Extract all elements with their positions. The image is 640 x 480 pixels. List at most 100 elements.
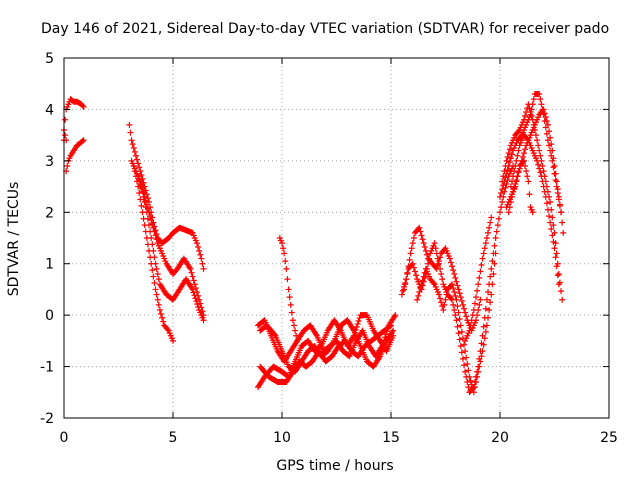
data-point-marker (79, 102, 86, 109)
data-point-marker (468, 317, 475, 324)
data-point-marker (419, 277, 426, 284)
data-point-marker (280, 245, 287, 252)
data-point-marker (457, 322, 464, 329)
data-point-marker (481, 335, 488, 342)
data-point-marker (522, 163, 529, 169)
data-point-marker (459, 355, 466, 362)
data-point-marker (477, 358, 484, 365)
data-point-marker (446, 255, 453, 262)
data-point-marker (420, 240, 427, 247)
data-point-marker (196, 247, 203, 254)
data-point-marker (559, 219, 566, 226)
data-point-marker (476, 301, 483, 308)
data-point-marker (137, 181, 144, 187)
data-point-marker (454, 323, 461, 330)
data-point-marker (560, 229, 567, 236)
y-tick-label: 2 (45, 205, 54, 221)
data-point-marker (147, 228, 154, 235)
data-point-marker (451, 271, 458, 277)
data-point-marker (159, 314, 166, 321)
data-point-marker (401, 286, 408, 293)
data-point-marker (524, 136, 531, 142)
data-point-marker (136, 164, 143, 171)
data-point-marker (126, 121, 133, 128)
data-point-marker (409, 260, 416, 267)
data-point-marker (153, 265, 160, 272)
data-point-marker (149, 220, 156, 227)
data-point-marker (454, 303, 461, 310)
y-tick-label: -1 (40, 360, 54, 376)
data-point-marker (452, 292, 459, 299)
data-point-marker (404, 271, 411, 277)
data-point-marker (487, 299, 494, 306)
data-point-marker (489, 281, 496, 288)
data-point-marker (537, 169, 544, 176)
data-point-marker (461, 341, 468, 348)
data-point-marker (548, 141, 555, 148)
y-axis-label: SDTVAR / TECUs (6, 182, 22, 297)
data-point-marker (519, 159, 526, 166)
data-point-marker (553, 178, 560, 185)
data-point-marker (152, 260, 159, 267)
data-point-marker (558, 209, 565, 216)
data-point-marker (148, 235, 155, 241)
data-point-marker (353, 323, 360, 330)
data-point-marker (536, 165, 543, 172)
data-point-marker (551, 245, 558, 252)
data-point-marker (494, 222, 501, 229)
data-point-marker (454, 282, 461, 289)
data-point-marker (541, 188, 548, 195)
data-point-marker (128, 137, 135, 144)
data-point-marker (407, 250, 414, 257)
data-point-marker (160, 318, 167, 325)
y-tick-label: -2 (40, 411, 54, 427)
data-track (507, 132, 562, 288)
data-point-marker (497, 209, 503, 216)
data-point-marker (553, 250, 560, 257)
data-point-marker (537, 152, 544, 159)
data-point-marker (543, 118, 550, 124)
data-point-marker (281, 250, 288, 257)
data-point-marker (525, 178, 532, 185)
data-point-marker (514, 152, 521, 159)
data-point-marker (500, 173, 507, 180)
data-point-marker (410, 235, 417, 241)
data-point-marker (423, 251, 430, 258)
data-point-marker (466, 373, 473, 380)
data-point-marker (491, 242, 498, 249)
data-point-marker (464, 361, 471, 367)
data-point-marker (548, 226, 555, 232)
data-point-marker (442, 296, 449, 303)
data-point-marker (508, 178, 515, 185)
data-point-marker (473, 379, 480, 385)
data-point-marker (476, 274, 483, 281)
data-point-marker (283, 265, 290, 272)
data-point-marker (463, 313, 470, 320)
data-track (135, 173, 207, 324)
x-tick-label: 10 (273, 430, 291, 446)
data-point-marker (493, 228, 500, 235)
data-point-marker (452, 274, 459, 281)
data-point-marker (502, 163, 509, 169)
plot-border (63, 57, 610, 419)
data-point-marker (510, 173, 517, 180)
data-track (255, 312, 397, 391)
data-point-marker (188, 269, 195, 276)
data-point-marker (137, 196, 144, 203)
data-point-marker (497, 193, 503, 200)
data-point-marker (547, 134, 554, 141)
data-point-marker (200, 265, 207, 272)
data-point-marker (164, 326, 171, 333)
data-point-marker (152, 232, 159, 239)
data-point-marker (488, 265, 495, 272)
data-point-marker (434, 262, 441, 268)
data-point-marker (452, 312, 459, 319)
data-point-marker (416, 224, 423, 231)
data-point-marker (355, 318, 362, 325)
data-point-marker (271, 331, 278, 338)
data-point-marker (144, 215, 151, 222)
data-point-marker (294, 337, 301, 344)
data-point-marker (462, 309, 469, 316)
data-point-marker (288, 309, 295, 316)
data-point-marker (508, 151, 515, 158)
